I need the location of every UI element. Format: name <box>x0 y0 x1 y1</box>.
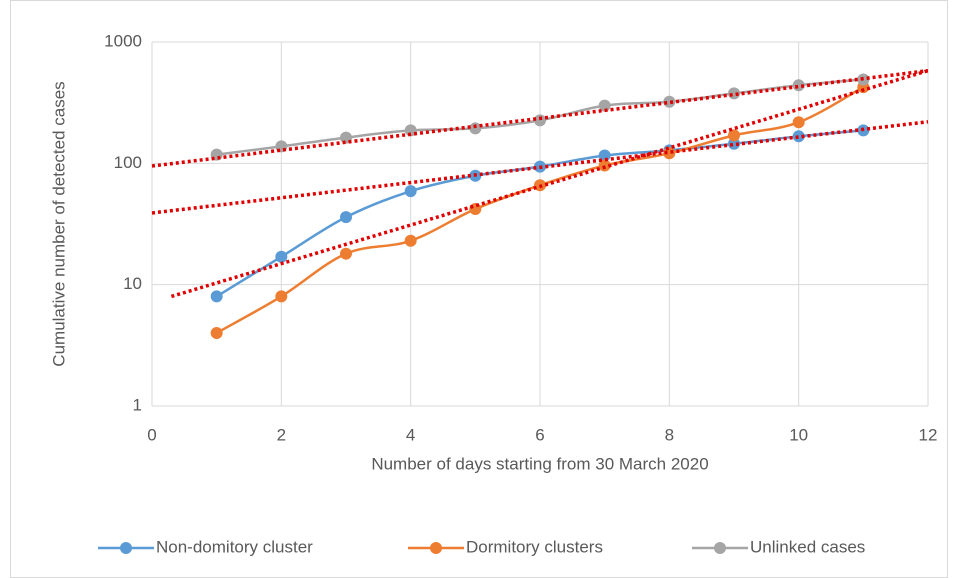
data-point <box>792 130 805 143</box>
data-point <box>598 99 611 112</box>
data-point <box>663 95 676 108</box>
trendline <box>170 69 929 299</box>
legend-label: Dormitory clusters <box>466 537 603 556</box>
data-point <box>210 326 223 339</box>
data-point <box>340 211 352 224</box>
x-tick-label: 8 <box>665 425 674 444</box>
data-point <box>728 137 740 150</box>
y-tick-label: 1000 <box>104 31 142 50</box>
data-point <box>792 116 805 129</box>
x-axis-label: Number of days starting from 30 March 20… <box>371 454 708 473</box>
legend-marker <box>120 542 132 554</box>
chart-frame <box>10 0 948 578</box>
data-point <box>469 203 482 216</box>
y-tick-label: 10 <box>123 274 142 293</box>
y-axis-label: Cumulative number of detected cases <box>49 81 68 366</box>
trendline <box>151 120 929 215</box>
y-tick-label: 1 <box>133 395 142 414</box>
data-point <box>210 290 223 303</box>
x-tick-label: 2 <box>277 425 286 444</box>
x-tick-label: 12 <box>919 425 938 444</box>
data-point <box>534 114 546 127</box>
legend-label: Unlinked cases <box>750 537 865 556</box>
data-point <box>404 124 417 137</box>
x-tick-label: 0 <box>147 425 156 444</box>
x-tick-label: 4 <box>406 425 415 444</box>
data-point <box>275 290 288 303</box>
data-point <box>340 247 352 260</box>
legend-label: Non-domitory cluster <box>156 537 313 556</box>
y-tick-label: 100 <box>114 153 142 172</box>
data-point <box>728 129 740 142</box>
legend-marker <box>430 542 442 554</box>
x-tick-label: 6 <box>535 425 544 444</box>
legend-marker <box>714 542 726 554</box>
data-point <box>469 122 482 135</box>
trendline <box>151 68 929 168</box>
x-tick-label: 10 <box>789 425 808 444</box>
data-point <box>275 250 288 263</box>
data-point <box>404 185 417 198</box>
data-point <box>404 234 417 247</box>
